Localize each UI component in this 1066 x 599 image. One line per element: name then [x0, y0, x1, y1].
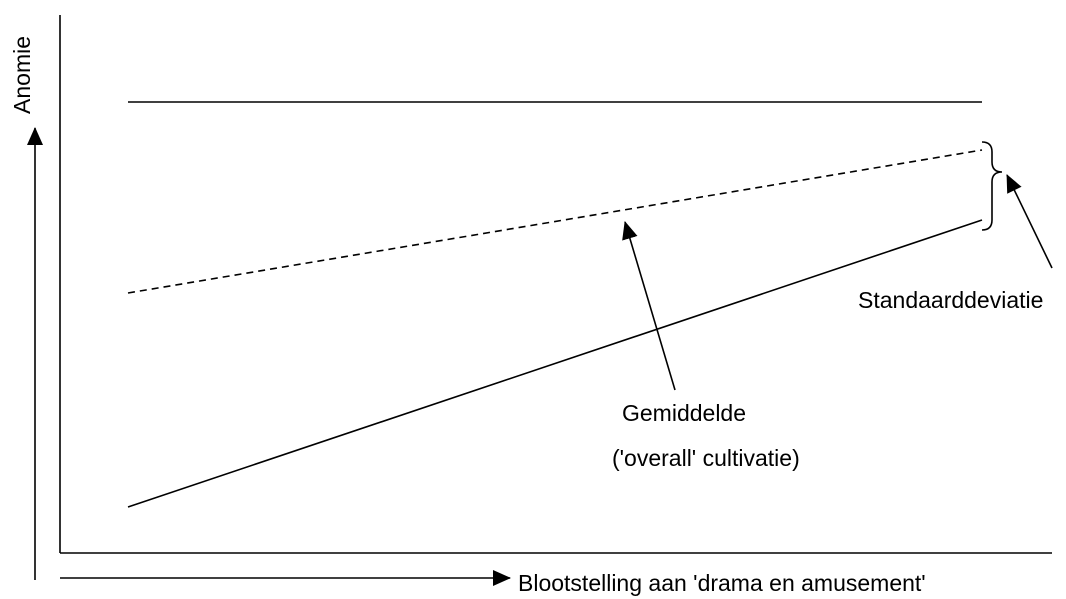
lower-line: [127, 219, 983, 508]
mean-label: ('overall' cultivatie): [612, 445, 800, 471]
y-axis-label: Anomie: [9, 36, 35, 114]
sd-label: Standaarddeviatie: [858, 287, 1043, 313]
mean-line: [127, 149, 983, 294]
sd-arrow: [1006, 174, 1053, 269]
mean-arrow: [622, 221, 676, 391]
brace: [981, 141, 1003, 231]
x-axis-label: Blootstelling aan 'drama en amusement': [518, 570, 926, 596]
mean-label: Gemiddelde: [622, 400, 746, 426]
